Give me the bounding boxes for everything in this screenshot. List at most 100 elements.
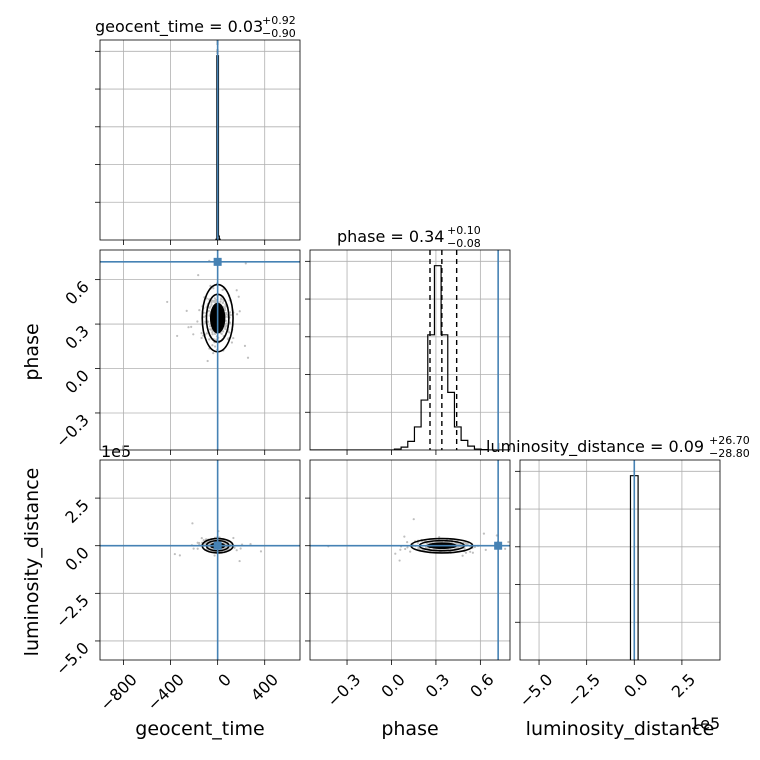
scatter-point [225,324,228,327]
scatter-point [507,540,510,544]
scatter-point [482,532,486,535]
tick-label-x: 0.3 [422,670,453,701]
scatter-point [406,546,409,549]
truth-marker [494,541,503,550]
scatter-point [233,546,236,549]
ylabel-phase: phase [21,323,43,380]
scatter-point [198,309,201,312]
scatter-point [191,522,194,525]
panel-frame [309,459,511,661]
scatter-point [200,336,203,340]
scatter-point [416,541,420,544]
title-lumdist-plus: +26.70 [709,434,750,447]
scatter-point [471,551,474,554]
scatter-point [409,550,412,553]
xlabel-lumdist: luminosity_distance [526,718,715,740]
scatter-point [224,326,227,329]
tick-label-x: 0.6 [466,670,497,701]
xlabel-phase: phase [381,718,438,740]
scatter-point [469,550,472,553]
tick-label-y: 0.0 [61,543,92,574]
scatter-point [212,287,215,290]
tick-label-x: 2.5 [668,670,699,701]
tick-label-y: 2.5 [61,495,92,526]
panel-phase-luminosity_distance: −0.3 0.0 0.3 0.6 [305,459,597,711]
scatter-point [220,298,223,301]
scatter-point [178,554,181,557]
scatter-point [222,330,225,333]
scatter-point [461,554,464,557]
scatter-point [229,311,232,314]
scatter-point [190,325,193,328]
title-geocent-minus: −0.90 [262,27,296,40]
panel-geocent_time-geocent_time [95,39,301,245]
scatter-point [239,547,242,550]
scatter-point [213,297,216,300]
title-phase: phase = 0.34 [337,227,444,246]
tick-label-x: 400 [247,670,282,705]
scatter-point [412,518,415,521]
scatter-point [224,304,227,307]
scatter-point [230,341,234,344]
scatter-point [206,359,209,363]
tick-label-y: −5.0 [52,638,93,679]
scatter-point [197,274,200,277]
tick-label-y: 0.6 [61,277,92,308]
title-lumdist-minus: −28.80 [709,447,750,460]
tick-label-x: −400 [143,670,188,715]
scatter-point [225,322,228,325]
scatter-point [200,332,203,335]
scatter-point [249,543,252,546]
xlabel-geocent: geocent_time [135,718,264,740]
scatter-point [557,534,559,536]
truth-marker [213,541,222,550]
scatter-point [221,301,224,305]
title-phase-plus: +0.10 [447,224,481,237]
tick-label-x: −2.5 [563,670,604,711]
multiplier-lumdist-x: 1e5 [690,714,720,733]
tick-label-y: −2.5 [52,591,93,632]
scatter-point [465,542,468,545]
tick-label-y: 0.3 [61,321,92,352]
scatter-point [595,550,597,552]
scatter-point [406,541,409,544]
scatter-point [224,319,228,322]
panel-frame [99,459,301,661]
scatter-point [243,344,247,347]
panel-frame [519,459,721,661]
scatter-point [418,547,421,551]
panel-phase-phase [305,249,511,455]
scatter-point [176,334,179,338]
scatter-point [226,337,229,341]
scatter-point [208,306,211,309]
scatter-point [222,300,225,303]
scatter-point [438,536,441,539]
scatter-point [464,551,468,554]
scatter-point [213,554,216,557]
scatter-point [185,309,188,312]
scatter-point [238,559,241,563]
scatter-point [229,313,232,317]
scatter-point [166,300,169,304]
tick-label-x: −800 [96,670,141,715]
panel-frame [99,39,301,241]
scatter-point [244,262,247,265]
scatter-point [207,320,210,323]
histogram-phase [310,265,510,450]
scatter-point [504,547,507,550]
scatter-point [208,338,211,341]
scatter-point [259,550,263,553]
tick-label-x: 0.0 [620,670,651,701]
scatter-point [235,289,238,292]
panel-geocent_time-luminosity_distance: −800 −400 0 400 −5.0 −2.5 0.0 2.5 [52,459,301,715]
scatter-point [213,345,217,348]
scatter-point [224,308,227,312]
scatter-point [394,552,397,555]
scatter-point [212,352,215,355]
title-phase-minus: −0.08 [447,237,481,250]
scatter-point [202,315,205,319]
scatter-point [211,299,214,302]
scatter-point [228,331,231,334]
panel-frame [99,249,301,451]
tick-label-x: 0.0 [377,670,408,701]
